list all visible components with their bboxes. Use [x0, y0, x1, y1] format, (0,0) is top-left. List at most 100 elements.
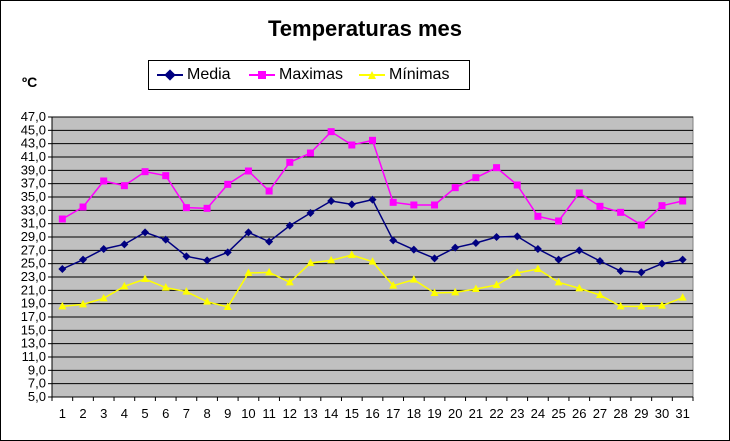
x-tick-label: 23 — [510, 406, 524, 421]
data-point-maximas — [513, 181, 521, 189]
data-point-minimas — [616, 301, 625, 310]
y-tick-label: 23,0 — [21, 269, 46, 284]
x-tick-label: 16 — [365, 406, 379, 421]
y-tick-label: 21,0 — [21, 282, 46, 297]
legend-marker-maximas — [258, 71, 266, 79]
data-point-minimas — [285, 277, 294, 286]
data-point-maximas — [141, 168, 149, 176]
data-point-media — [285, 221, 294, 230]
y-tick-label: 47,0 — [21, 109, 46, 124]
x-tick-label: 17 — [386, 406, 400, 421]
y-tick-label: 25,0 — [21, 256, 46, 271]
y-tick-label: 37,0 — [21, 176, 46, 191]
data-point-media — [99, 245, 108, 253]
y-tick-label: 35,0 — [21, 189, 46, 204]
data-point-media — [203, 256, 212, 265]
y-tick-label: 13,0 — [21, 336, 46, 351]
y-tick-label: 43,0 — [21, 136, 46, 151]
data-point-minimas — [430, 288, 439, 296]
data-point-maximas — [617, 208, 625, 216]
data-point-media — [430, 254, 439, 263]
y-axis-label: ºC — [22, 74, 38, 90]
data-point-minimas — [327, 255, 336, 264]
x-tick-label: 24 — [531, 406, 545, 421]
data-point-maximas — [348, 141, 356, 149]
plot-area — [51, 116, 694, 398]
data-point-maximas — [555, 217, 563, 225]
data-point-maximas — [327, 128, 335, 136]
data-point-minimas — [79, 299, 88, 308]
data-point-media — [657, 259, 666, 268]
legend-line-maximas — [249, 71, 275, 79]
data-point-media — [368, 195, 377, 204]
legend-item-minimas: Mínimas — [359, 61, 449, 89]
data-point-maximas — [575, 189, 583, 197]
legend-line-minimas — [359, 71, 385, 79]
x-tick-label: 4 — [121, 406, 128, 421]
data-point-minimas — [451, 287, 460, 296]
data-point-maximas — [244, 167, 252, 175]
data-point-minimas — [347, 250, 356, 258]
x-tick-label: 10 — [241, 406, 255, 421]
y-tick-label: 7,0 — [28, 376, 46, 391]
data-point-minimas — [223, 302, 232, 310]
data-point-minimas — [637, 301, 646, 310]
legend-label-media: Media — [187, 66, 231, 83]
y-tick-label: 11,0 — [22, 349, 46, 364]
data-point-minimas — [471, 284, 480, 292]
legend-marker-minimas — [368, 71, 376, 79]
legend-label-maximas: Maximas — [279, 66, 344, 83]
data-point-maximas — [100, 177, 108, 185]
legend-label-minimas: Mínimas — [389, 66, 450, 83]
data-point-media — [471, 239, 480, 247]
y-tick-label: 39,0 — [21, 162, 46, 177]
data-point-minimas — [203, 297, 212, 305]
data-point-minimas — [244, 268, 253, 276]
y-tick-label: 31,0 — [21, 216, 46, 231]
data-point-maximas — [431, 201, 439, 209]
data-point-minimas — [368, 257, 377, 265]
data-point-minimas — [409, 275, 418, 283]
data-point-media — [409, 245, 418, 254]
x-tick-label: 31 — [675, 406, 689, 421]
x-tick-label: 7 — [183, 406, 190, 421]
data-point-media — [554, 255, 563, 264]
x-tick-label: 28 — [613, 406, 627, 421]
y-tick-label: 15,0 — [21, 322, 46, 337]
y-tick-label: 9,0 — [28, 362, 46, 377]
data-point-maximas — [58, 215, 66, 223]
y-tick-label: 19,0 — [21, 296, 46, 311]
data-point-maximas — [451, 184, 459, 192]
y-tick-label: 5,0 — [28, 389, 46, 404]
legend-item-media: Media — [157, 61, 231, 89]
x-tick-label: 1 — [59, 406, 66, 421]
x-tick-label: 12 — [283, 406, 297, 421]
data-point-maximas — [162, 172, 170, 180]
data-point-minimas — [492, 280, 501, 288]
data-point-maximas — [596, 202, 604, 210]
y-tick-label: 29,0 — [21, 229, 46, 244]
y-tick-label: 41,0 — [21, 149, 46, 164]
data-point-maximas — [265, 187, 273, 195]
data-point-maximas — [472, 174, 480, 182]
x-tick-label: 27 — [593, 406, 607, 421]
legend-line-media — [157, 69, 183, 81]
x-tick-label: 30 — [655, 406, 669, 421]
y-tick-label: 33,0 — [21, 202, 46, 217]
data-point-maximas — [534, 212, 542, 220]
data-point-minimas — [513, 268, 522, 276]
data-point-media — [306, 209, 315, 217]
y-tick-label: 17,0 — [21, 309, 46, 324]
x-tick-label: 15 — [345, 406, 359, 421]
x-tick-label: 8 — [203, 406, 210, 421]
legend: Media Maximas Mínimas — [148, 60, 470, 90]
x-tick-label: 13 — [303, 406, 317, 421]
data-point-maximas — [79, 203, 87, 211]
data-point-maximas — [369, 136, 376, 144]
data-point-maximas — [224, 180, 232, 188]
data-point-media — [79, 255, 88, 264]
data-point-media — [161, 235, 170, 244]
data-point-minimas — [99, 293, 108, 302]
data-point-media — [327, 197, 336, 205]
